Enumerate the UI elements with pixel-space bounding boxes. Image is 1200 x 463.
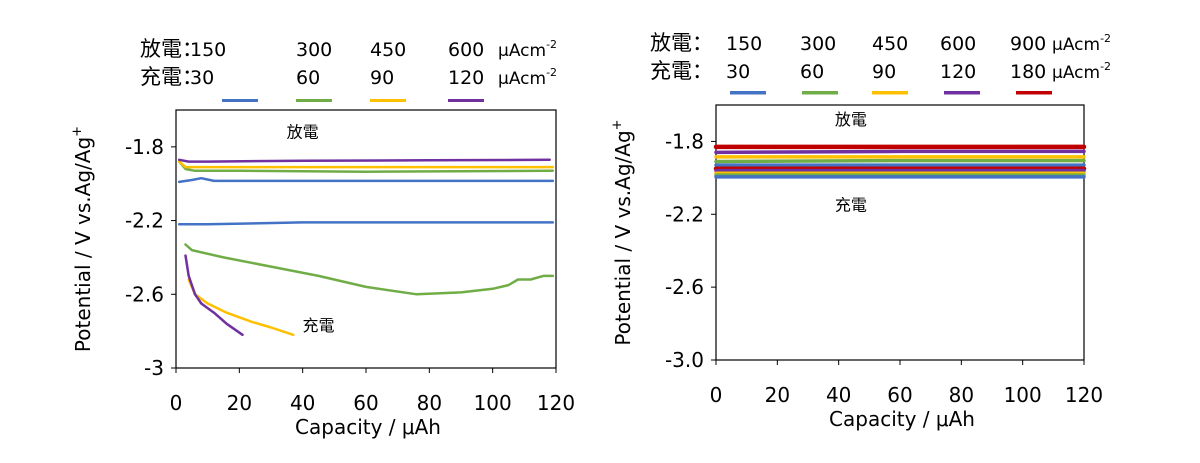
legend-unit-exp: -2 (1100, 32, 1111, 45)
legend-swatch (802, 91, 838, 95)
legend-swatch (730, 91, 766, 95)
legend-unit-base: μAcm (498, 41, 546, 61)
y-axis-label: Potential / V vs.Ag/Ag+ (610, 119, 635, 345)
right-chart: 放電： 150 300 450 600 900 μAcm-2充電： 30 60 90 120 180 μ… (610, 31, 1111, 431)
y-axis-label-base: Potential / V vs.Ag/Ag (611, 130, 635, 345)
legend-swatch (448, 99, 484, 102)
legend-unit-exp: -2 (1100, 60, 1111, 73)
legend-unit-base: μAcm (1052, 63, 1100, 83)
annotation-label: 放電 (287, 123, 319, 142)
y-axis-label-sup: + (610, 119, 625, 130)
legend-value: 150 (190, 39, 226, 61)
legend-value: 450 (872, 33, 908, 55)
legend-unit-exp: -2 (546, 38, 557, 51)
data-series-line (177, 158, 551, 163)
legend-value: 60 (800, 61, 824, 83)
x-tick-label: 60 (887, 383, 912, 407)
y-tick-label: -1.8 (665, 129, 704, 153)
y-axis-label-sup: + (70, 126, 85, 137)
legend-unit-base: μAcm (498, 69, 546, 89)
legend-value: 90 (370, 67, 394, 89)
legend-unit: μAcm-2 (1052, 60, 1111, 83)
x-tick-label: 120 (537, 391, 575, 415)
y-tick-label: -2.6 (125, 282, 164, 306)
data-series-line (184, 243, 555, 296)
y-tick-label: -3.0 (665, 348, 704, 372)
left-chart: 放電：150 300 450 600 μAcm-2充電：30 60 90 120 μAcm-2-… (70, 37, 575, 439)
x-tick-label: 120 (1065, 383, 1103, 407)
legend-row-label: 放電： (140, 37, 203, 61)
legend-swatch (872, 91, 908, 95)
y-tick-label: -2.6 (665, 275, 704, 299)
y-tick-label: -1.8 (125, 135, 164, 159)
x-tick-label: 80 (949, 383, 974, 407)
x-tick-label: 60 (353, 391, 378, 415)
x-tick-label: 100 (474, 391, 512, 415)
legend-unit: μAcm-2 (1052, 32, 1111, 55)
legend-row-label: 充電： (140, 65, 203, 89)
x-tick-label: 20 (765, 383, 790, 407)
legend-value: 120 (448, 67, 484, 89)
legend-value: 30 (726, 61, 750, 83)
legend-value: 600 (940, 33, 976, 55)
legend-unit: μAcm-2 (498, 66, 557, 89)
legend-swatch (1016, 91, 1052, 95)
legend-value: 450 (370, 39, 406, 61)
data-series-line (177, 160, 555, 169)
data-series-line (177, 221, 555, 226)
legend-unit-exp: -2 (546, 66, 557, 79)
y-axis-label: Potential / V vs.Ag/Ag+ (70, 126, 95, 352)
legend-swatch (370, 99, 406, 102)
x-axis-label: Capacity / μAh (295, 415, 441, 439)
y-tick-label: -3 (144, 356, 164, 380)
y-tick-label: -2.2 (125, 209, 164, 233)
legend-row-label: 充電： (650, 59, 713, 83)
y-axis-label-base: Potential / V vs.Ag/Ag (71, 137, 95, 352)
legend-value: 120 (940, 61, 976, 83)
x-tick-label: 0 (710, 383, 723, 407)
legend-swatch (222, 99, 258, 102)
x-axis-label: Capacity / μAh (829, 407, 975, 431)
x-tick-label: 40 (826, 383, 851, 407)
legend-unit-base: μAcm (1052, 35, 1100, 55)
legend-value: 900 (1010, 33, 1046, 55)
legend-value: 150 (726, 33, 762, 55)
legend-value: 180 (1010, 61, 1046, 83)
x-tick-label: 80 (417, 391, 442, 415)
legend-row-label: 放電： (650, 31, 713, 55)
legend-value: 600 (448, 39, 484, 61)
annotation-label: 放電 (835, 110, 867, 129)
data-series-line (714, 149, 1086, 155)
annotation-label: 充電 (835, 196, 867, 215)
annotation-label: 充電 (302, 316, 334, 335)
legend-value: 300 (296, 39, 332, 61)
legend-swatch (296, 99, 332, 102)
legend-value: 300 (800, 33, 836, 55)
data-series-line (177, 176, 555, 184)
plot-area (715, 104, 1085, 361)
legend-value: 30 (190, 67, 214, 89)
y-tick-label: -2.2 (665, 202, 704, 226)
legend-swatch (944, 91, 980, 95)
x-tick-label: 20 (227, 391, 252, 415)
legend-unit: μAcm-2 (498, 38, 557, 61)
data-series-line (184, 254, 244, 337)
x-tick-label: 100 (1004, 383, 1042, 407)
legend-value: 60 (296, 67, 320, 89)
x-tick-label: 0 (170, 391, 183, 415)
x-tick-label: 40 (290, 391, 315, 415)
legend-value: 90 (872, 61, 896, 83)
data-series-line (714, 158, 1086, 164)
